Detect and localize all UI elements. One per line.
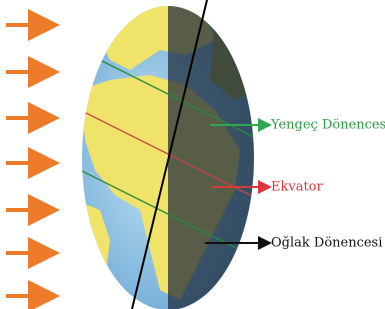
diagram: Yengeç Dönencesi Ekvator Oğlak Dönencesi: [0, 0, 385, 309]
label: Yengeç Dönencesi: [270, 118, 385, 133]
page: Yengeç Dönencesi Ekvator Oğlak Dönencesi…: [0, 0, 385, 309]
night-side: [168, 0, 268, 309]
globe: [75, 0, 268, 309]
label: Ekvator: [271, 180, 324, 195]
sun-rays: [6, 25, 52, 296]
label: Oğlak Dönencesi: [271, 236, 382, 251]
